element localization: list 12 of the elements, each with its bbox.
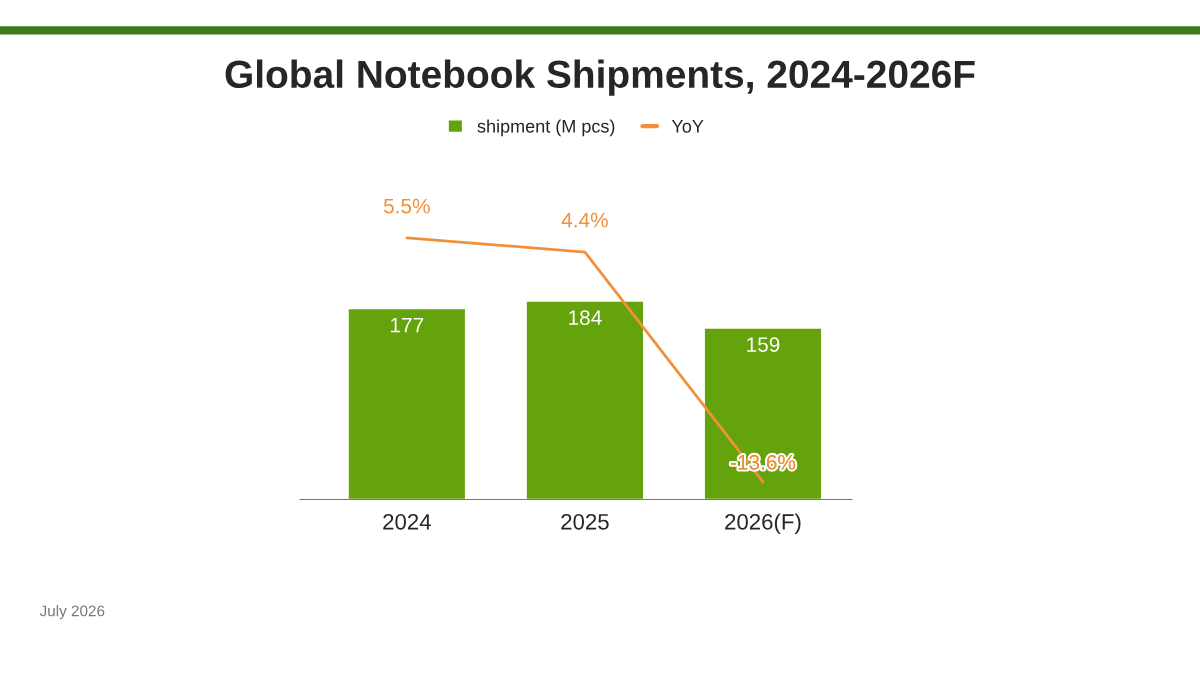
data-label: 177: [391, 318, 424, 333]
legend-label: YoY: [671, 120, 704, 133]
x-tick-label: 2025: [561, 513, 609, 530]
data-label: 4.4%: [561, 212, 608, 228]
data-label: 5.5%: [383, 198, 430, 214]
legend-label: shipment (M pcs): [477, 119, 615, 137]
x-tick-label: 2026(F): [725, 513, 801, 535]
x-tick-label: 2024: [383, 513, 431, 530]
data-label: 159: [747, 337, 780, 352]
data-label: 184: [569, 310, 602, 326]
text: July 2026: [39, 605, 105, 620]
chart-title: Global Notebook Shipments, 2024-2026F: [225, 59, 975, 96]
